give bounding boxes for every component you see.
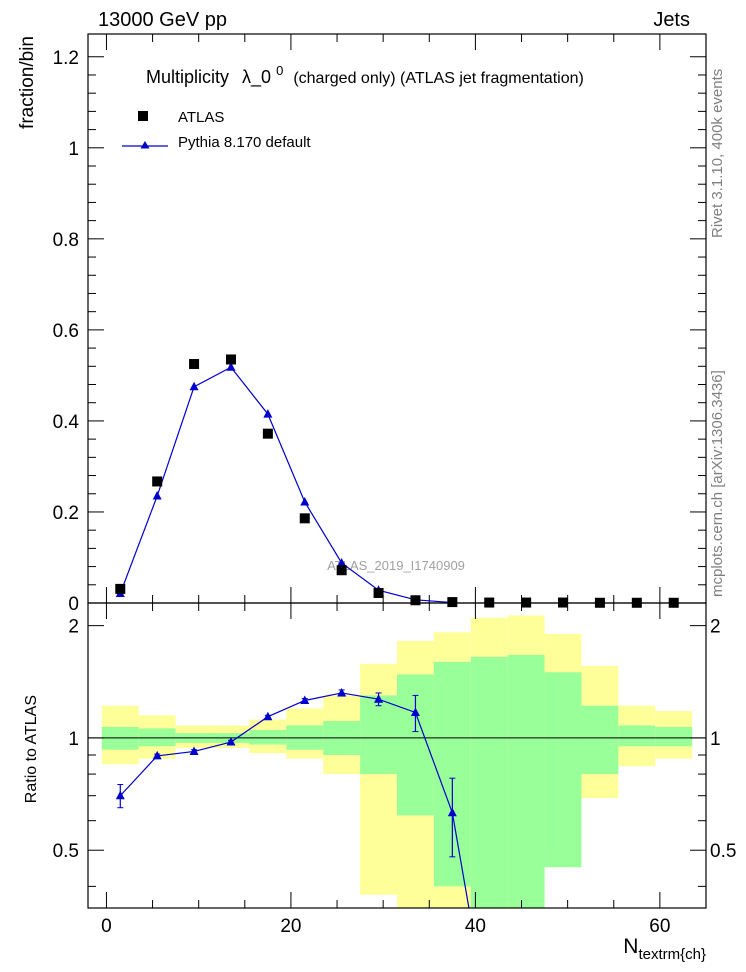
x-axis-label-main: N xyxy=(623,935,638,958)
legend-mc-marker xyxy=(140,141,150,149)
main-data-point xyxy=(447,597,458,608)
x-axis-label-sub: textrm{ch} xyxy=(638,946,706,963)
main-data-point xyxy=(225,354,236,365)
mcplots-label: mcplots.cern.ch [arXiv:1306.3436] xyxy=(709,370,726,597)
main-y-tick-label: 1.2 xyxy=(53,48,79,69)
ratio-y-tick-label-right: 2 xyxy=(710,617,721,638)
ratio-mc-point xyxy=(337,687,347,697)
legend-mc-label: Pythia 8.170 default xyxy=(178,134,311,151)
main-title-superscript: 0 xyxy=(276,63,283,78)
main-y-tick-label: 0.4 xyxy=(53,412,80,433)
main-panel: Multiplicity λ_0 0 (charged only) (ATLAS… xyxy=(17,33,707,615)
ratio-y-tick-label: 0.5 xyxy=(53,841,79,862)
main-title-prefix: Multiplicity xyxy=(146,67,229,87)
ratio-mc-point xyxy=(189,746,199,755)
main-mc-point xyxy=(226,362,236,371)
ratio-band-inner xyxy=(470,656,508,908)
main-data-point xyxy=(373,587,384,598)
main-data-point xyxy=(152,476,163,487)
main-y-ticks: 0 0.2 0.4 0.6 0.8 1 1.2 xyxy=(53,48,706,615)
ratio-mc-point xyxy=(115,790,125,800)
ratio-x-axis-label: Ntextrm{ch} xyxy=(623,935,706,963)
main-data-point xyxy=(410,595,421,606)
ratio-y-axis-label: Ratio to ATLAS xyxy=(23,695,40,803)
main-title-symbol: λ_0 xyxy=(242,67,271,88)
main-y-tick-label: 0.6 xyxy=(53,321,79,342)
ratio-x-tick-label: 0 xyxy=(101,916,112,937)
main-data-point xyxy=(115,583,126,594)
ratio-band-inner xyxy=(138,728,176,747)
ratio-mc-point xyxy=(263,711,273,721)
main-mc-point xyxy=(300,496,310,506)
ratio-x-ticks: 0 20 40 60 xyxy=(101,603,670,937)
ratio-mc-point xyxy=(410,707,420,716)
ratio-mc-point xyxy=(152,750,162,760)
legend: ATLAS Pythia 8.170 default xyxy=(122,109,311,151)
main-y-tick-label: 0.8 xyxy=(53,230,79,251)
ratio-y-tick-label: 2 xyxy=(68,617,79,638)
legend-data-marker xyxy=(138,111,148,121)
main-data-point xyxy=(336,565,347,576)
ratio-band-inner xyxy=(544,672,582,868)
ratio-mc-point xyxy=(300,695,310,704)
ratio-mc-point xyxy=(447,807,457,817)
header-process-label: Jets xyxy=(653,9,690,31)
ratio-bands xyxy=(101,615,693,908)
ratio-y-tick-label: 1 xyxy=(68,729,79,750)
main-y-tick-label: 0.2 xyxy=(53,503,79,524)
ratio-y-tick-label-right: 0.5 xyxy=(710,841,736,862)
ratio-band-inner xyxy=(360,695,397,775)
main-title: Multiplicity λ_0 0 (charged only) (ATLAS… xyxy=(146,59,584,88)
main-mc-point xyxy=(263,409,273,418)
ratio-band-inner xyxy=(507,654,545,908)
main-data-point xyxy=(299,513,310,524)
ratio-x-tick-label: 40 xyxy=(465,916,486,937)
main-mc-point xyxy=(189,381,199,391)
ratio-y-tick-label-right: 1 xyxy=(710,729,721,750)
ratio-x-tick-label: 60 xyxy=(649,916,670,937)
main-data-point xyxy=(262,428,273,439)
ratio-y-ticks: 0.5 0.5 1 1 2 2 xyxy=(53,617,736,887)
watermark: ATLAS_2019_I1740909 xyxy=(327,558,465,573)
main-y-tick-label: 0 xyxy=(68,594,79,615)
ratio-plot-frame xyxy=(87,602,707,909)
header-energy-label: 13000 GeV pp xyxy=(98,9,227,31)
ratio-band-inner xyxy=(581,705,619,775)
legend-data-label: ATLAS xyxy=(178,109,224,126)
ratio-band-inner xyxy=(618,725,656,747)
ratio-band-inner xyxy=(655,726,693,747)
main-mc-point xyxy=(337,557,347,567)
main-data-point xyxy=(189,359,200,370)
main-mc-point xyxy=(152,491,162,500)
rivet-label: Rivet 3.1.10, 400k events xyxy=(709,69,726,238)
main-y-tick-label: 1 xyxy=(68,139,79,160)
main-y-axis-label: fraction/bin xyxy=(17,36,38,129)
ratio-panel: 0.5 0.5 1 1 2 2 0 20 40 60 Ratio to ATLAS Ntextr… xyxy=(23,602,736,963)
ratio-mc-point xyxy=(226,737,236,746)
ratio-mc-point xyxy=(374,694,384,703)
main-mc-line xyxy=(119,366,453,604)
ratio-mc-series xyxy=(115,687,470,909)
ratio-x-tick-label: 20 xyxy=(280,916,301,937)
ratio-band-inner xyxy=(249,730,287,745)
main-title-suffix: (charged only) (ATLAS jet fragmentation) xyxy=(293,70,584,87)
